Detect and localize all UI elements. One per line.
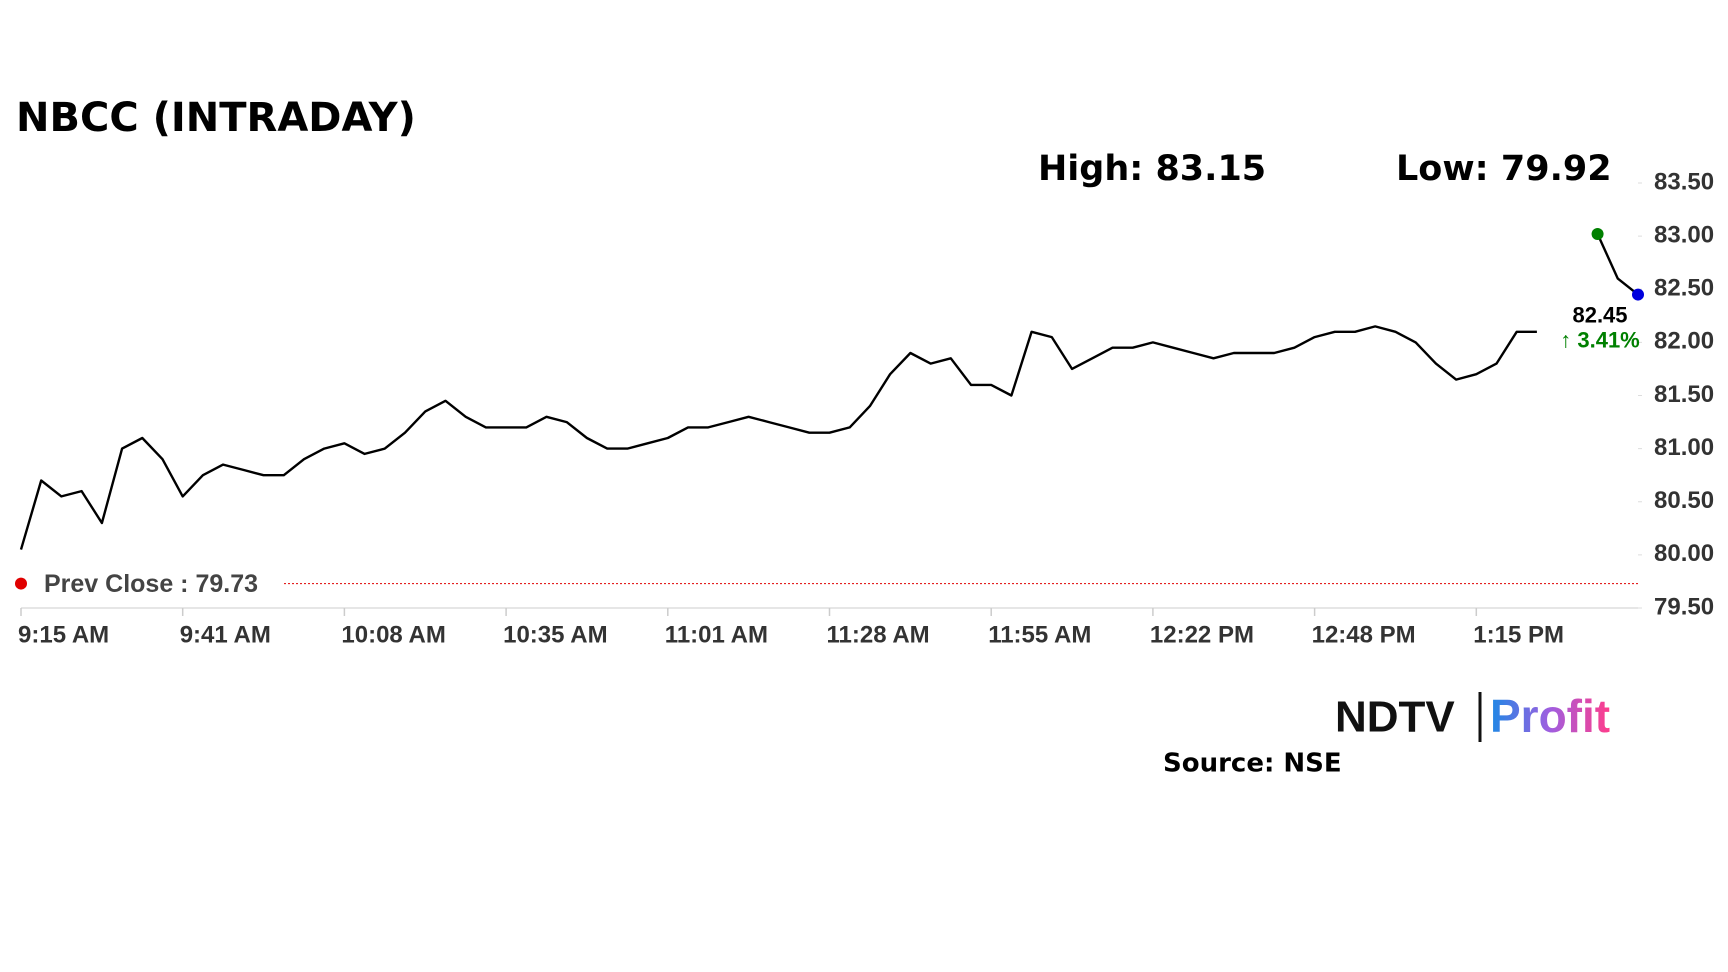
price-line (19, 233, 1639, 550)
low-label: Low: 79.92 (1396, 149, 1612, 189)
prev-close-dot (15, 577, 27, 590)
x-tick-label: 12:48 PM (1312, 621, 1416, 648)
logo-ndtv: NDTV (1335, 693, 1455, 742)
y-tick-label: 80.00 (1654, 540, 1714, 567)
y-tick-label: 83.50 (1654, 168, 1714, 195)
y-tick-label: 83.00 (1654, 221, 1714, 248)
x-tick-label: 10:08 AM (341, 621, 445, 648)
chart-title: NBCC (INTRADAY) (16, 95, 416, 141)
x-tick-label: 9:41 AM (180, 621, 271, 648)
y-tick-label: 81.00 (1654, 434, 1714, 461)
y-tick-label: 79.50 (1654, 593, 1714, 620)
x-tick-label: 9:15 AM (18, 621, 109, 648)
source: Source: NSE (1163, 749, 1342, 779)
x-tick-label: 10:35 AM (503, 621, 607, 648)
change-label: ↑ 3.41% (1560, 327, 1640, 352)
y-tick-label: 80.50 (1654, 487, 1714, 514)
x-tick-label: 12:22 PM (1150, 621, 1254, 648)
high-dot (1591, 228, 1604, 240)
last-price-label: 82.45 (1572, 302, 1627, 327)
x-tick-label: 1:15 PM (1473, 621, 1564, 648)
y-tick-label: 81.50 (1654, 381, 1714, 408)
logo-profit: Profit (1490, 690, 1610, 742)
high-label: High: 83.15 (1038, 149, 1266, 189)
x-tick-label: 11:01 AM (665, 621, 768, 648)
y-tick-label: 82.00 (1654, 328, 1714, 355)
y-tick-label: 82.50 (1654, 275, 1714, 302)
prev-close-label: Prev Close : 79.73 (44, 570, 258, 598)
x-tick-label: 11:28 AM (827, 621, 930, 648)
last-dot (1632, 288, 1644, 301)
x-tick-label: 11:55 AM (988, 621, 1091, 648)
